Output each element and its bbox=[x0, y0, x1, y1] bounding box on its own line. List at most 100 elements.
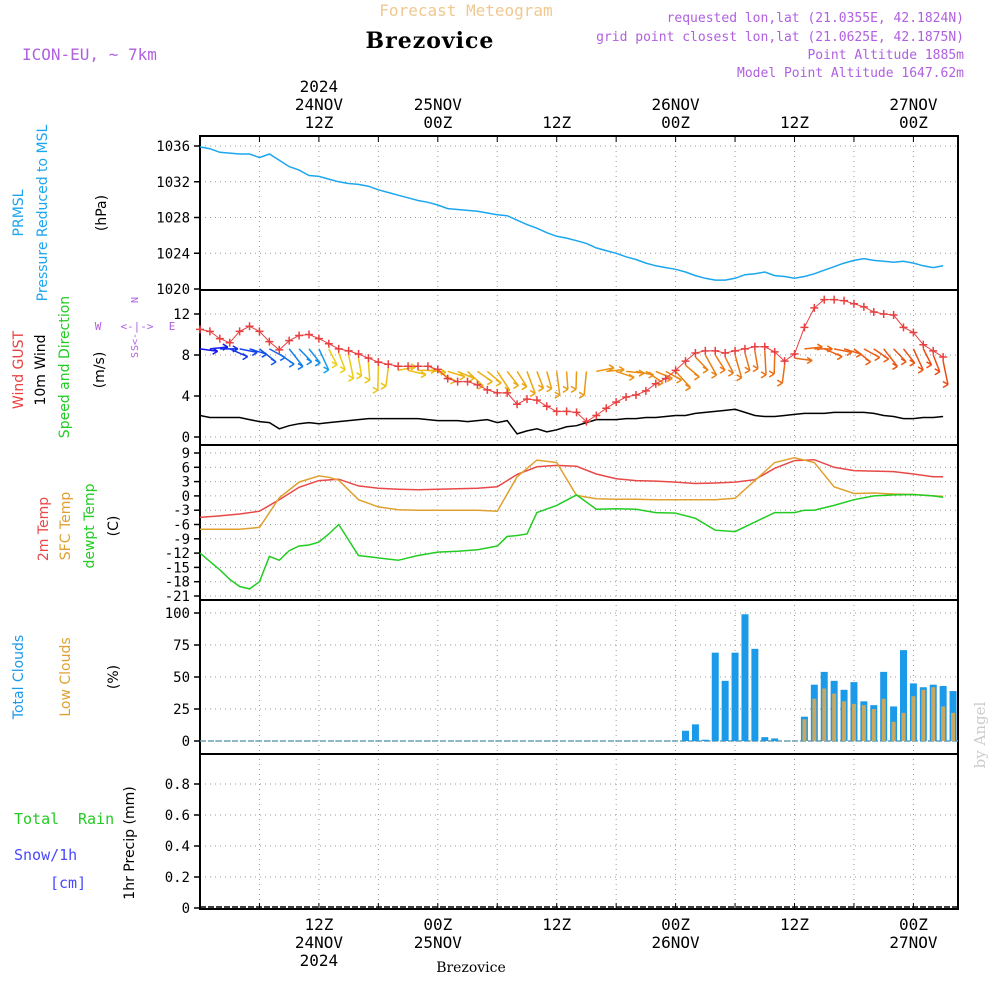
cloud-unit: (%) bbox=[106, 665, 122, 689]
gust-marker bbox=[443, 374, 452, 383]
wind-arrow bbox=[833, 348, 852, 354]
x-label-top: 00Z bbox=[661, 113, 690, 132]
model-altitude: Model Point Altitude 1647.62m bbox=[737, 66, 964, 81]
pressure-unit: (hPa) bbox=[94, 195, 110, 231]
y-tick-label: 0 bbox=[182, 489, 190, 505]
wind-arrow bbox=[773, 356, 776, 375]
y-tick-label: -15 bbox=[165, 560, 190, 576]
wind-arrow-head bbox=[693, 373, 700, 381]
wind-arrow-head bbox=[459, 373, 466, 381]
wind-arrow-head bbox=[364, 376, 371, 384]
gust-marker bbox=[404, 362, 413, 371]
wind-speed-line bbox=[199, 408, 944, 435]
total-cloud-bar bbox=[731, 652, 739, 741]
compass-s: S bbox=[130, 352, 141, 358]
wind-arrow-head bbox=[760, 371, 767, 379]
low-cloud-bar bbox=[891, 721, 896, 741]
wind-arrow-head bbox=[702, 366, 709, 374]
gust-marker bbox=[562, 407, 571, 416]
wind-arrow-head bbox=[314, 359, 321, 367]
gust-marker bbox=[869, 307, 878, 316]
gust-marker bbox=[790, 349, 799, 358]
low-cloud-bar bbox=[881, 698, 886, 741]
x-label-bottom: 24NOV bbox=[295, 933, 344, 952]
total-cloud-bar bbox=[682, 730, 690, 741]
wind-arrow-head bbox=[538, 384, 544, 392]
x-label-bottom: 26NOV bbox=[652, 933, 701, 952]
gust-marker bbox=[552, 407, 561, 416]
gust-marker bbox=[483, 385, 492, 394]
panel-frame bbox=[199, 289, 959, 446]
precip-unit: 1hr Precip (mm) bbox=[122, 786, 138, 899]
wind-arrow-head bbox=[339, 366, 346, 374]
gust-marker bbox=[849, 299, 858, 308]
gust-marker bbox=[572, 408, 581, 417]
wind-arrow bbox=[357, 357, 363, 376]
wind-arrow-head bbox=[836, 353, 843, 361]
wind-arrow-head bbox=[776, 379, 783, 387]
gust-marker bbox=[899, 323, 908, 332]
wind-arrow bbox=[754, 350, 759, 369]
gust-marker bbox=[889, 311, 898, 320]
y-tick-label: 100 bbox=[165, 606, 190, 622]
temp-label-2: SFC Temp bbox=[58, 492, 74, 561]
wind-arrow bbox=[377, 366, 380, 391]
wind-label-2: 10m Wind bbox=[33, 334, 49, 405]
wind-arrow-head bbox=[926, 361, 932, 369]
wind-arrow bbox=[694, 356, 709, 371]
x-label-top: 25NOV bbox=[414, 95, 463, 114]
gust-marker bbox=[364, 354, 373, 363]
wind-arrow bbox=[536, 371, 545, 389]
pressure-line bbox=[199, 146, 944, 281]
y-tick-label: 0.4 bbox=[165, 839, 190, 855]
y-tick-label: 0 bbox=[182, 734, 190, 750]
gust-marker bbox=[255, 327, 264, 336]
y-tick-label: 6 bbox=[182, 460, 190, 476]
wind-arrow-head bbox=[323, 366, 330, 374]
gust-marker bbox=[830, 295, 839, 304]
wind-arrow-head bbox=[727, 369, 734, 377]
wind-arrow bbox=[724, 356, 734, 374]
y-tick-label: 0.6 bbox=[165, 808, 190, 824]
wind-arrow-head bbox=[562, 385, 569, 393]
y-tick-label: -21 bbox=[165, 589, 190, 605]
gust-marker bbox=[453, 377, 462, 386]
y-tick-label: 0.8 bbox=[165, 777, 190, 793]
wind-arrow bbox=[804, 346, 823, 350]
wind-arrow-head bbox=[486, 377, 493, 386]
wind-arrow bbox=[714, 354, 726, 371]
x-label-top: 00Z bbox=[899, 113, 928, 132]
gust-marker bbox=[879, 310, 888, 318]
pressure-labels: PRMSL Pressure Reduced to MSL (hPa) bbox=[11, 124, 110, 301]
wind-arrow bbox=[516, 370, 528, 387]
gust-marker bbox=[582, 417, 591, 426]
wind-arrow-head bbox=[372, 386, 379, 394]
gust-line bbox=[199, 299, 944, 423]
wind-arrow bbox=[575, 371, 578, 390]
x-label-bottom: 00Z bbox=[423, 915, 452, 934]
wind-arrow-head bbox=[570, 385, 577, 394]
gust-marker bbox=[374, 358, 383, 367]
wind-arrow bbox=[367, 362, 371, 381]
y-tick-label: 75 bbox=[173, 638, 190, 654]
gust-marker bbox=[760, 342, 769, 351]
x-label-bottom: 12Z bbox=[780, 915, 809, 934]
gust-marker bbox=[532, 396, 541, 405]
wind-arrow-head bbox=[806, 356, 813, 365]
gust-marker bbox=[731, 346, 740, 355]
y-tick-label: 0 bbox=[182, 430, 190, 446]
gust-marker bbox=[314, 334, 323, 343]
wind-arrow-head bbox=[883, 355, 890, 363]
gust-marker bbox=[622, 393, 631, 402]
low-cloud-bar bbox=[822, 688, 827, 741]
temp-label-1: 2m Temp bbox=[36, 497, 52, 561]
gust-marker bbox=[820, 295, 829, 304]
gust-marker bbox=[334, 344, 343, 353]
wind-arrow-head bbox=[744, 366, 751, 374]
wind-arrow bbox=[893, 348, 907, 363]
model-label: ICON-EU, ~ 7km bbox=[22, 45, 157, 64]
wind-arrow-head bbox=[711, 371, 717, 379]
wind-arrow bbox=[308, 348, 321, 364]
wind-arrow bbox=[596, 367, 615, 373]
